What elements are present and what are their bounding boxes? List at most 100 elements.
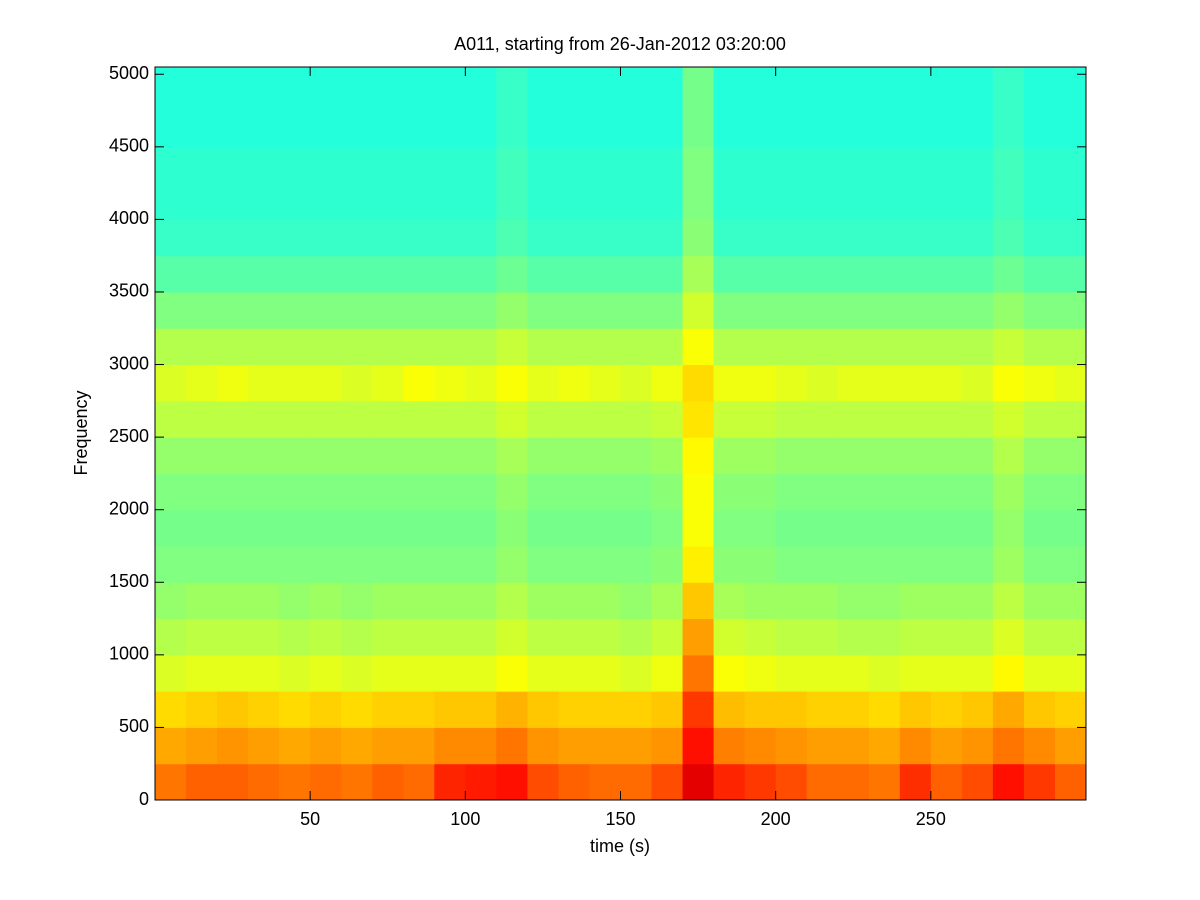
heatmap-cell — [682, 255, 715, 293]
heatmap-cell — [589, 183, 621, 220]
heatmap-cell — [775, 727, 808, 765]
heatmap-cell — [899, 509, 932, 547]
heatmap-cell — [589, 582, 621, 620]
heatmap-cell — [527, 219, 559, 257]
heatmap-cell — [1023, 219, 1056, 257]
heatmap-cell — [155, 727, 187, 765]
heatmap-cell — [992, 67, 1025, 112]
heatmap-cell — [248, 763, 280, 801]
heatmap-cell — [589, 654, 621, 692]
heatmap-cell — [434, 255, 466, 293]
heatmap-cell — [310, 691, 342, 728]
heatmap-cell — [806, 654, 839, 692]
heatmap-cell — [1054, 255, 1087, 293]
heatmap-cell — [465, 255, 497, 293]
heatmap-cell — [434, 763, 466, 801]
heatmap-cell — [155, 110, 187, 148]
heatmap-cell — [558, 437, 590, 474]
heatmap-cell — [930, 67, 963, 112]
heatmap-cell — [434, 691, 466, 728]
heatmap-cell — [806, 509, 839, 547]
heatmap-cell — [899, 473, 932, 511]
heatmap-cell — [806, 400, 839, 438]
heatmap-cell — [682, 328, 715, 366]
heatmap-cell — [279, 364, 311, 402]
heatmap-cell — [775, 473, 808, 511]
heatmap-cell — [279, 400, 311, 438]
heatmap-cell — [651, 400, 684, 438]
heatmap-cell — [310, 291, 342, 329]
heatmap-cell — [1023, 364, 1056, 402]
heatmap-cell — [434, 545, 466, 583]
heatmap-cell — [930, 545, 963, 583]
heatmap-cell — [465, 727, 497, 765]
y-axis-label: Frequency — [71, 390, 91, 475]
heatmap-cell — [341, 291, 373, 329]
heatmap-cell — [186, 146, 218, 184]
heatmap-cell — [434, 183, 466, 220]
heatmap-cell — [992, 328, 1025, 366]
heatmap-cell — [465, 146, 497, 184]
heatmap-cell — [775, 509, 808, 547]
heatmap-cell — [713, 291, 746, 329]
heatmap-cell — [403, 654, 435, 692]
heatmap-cell — [651, 763, 684, 801]
heatmap-cell — [744, 364, 777, 402]
heatmap-cell — [403, 473, 435, 511]
heatmap-cell — [744, 67, 777, 112]
y-tick-label: 500 — [119, 716, 149, 736]
heatmap-cell — [682, 364, 715, 402]
heatmap-cell — [806, 146, 839, 184]
heatmap-cell — [992, 763, 1025, 801]
axes: 0 500 1000 1500 2000 2500 3000 3500 4000 4500 5000… — [109, 63, 1087, 829]
heatmap-cell — [589, 763, 621, 801]
heatmap-cell — [992, 691, 1025, 728]
heatmap-cell — [496, 437, 528, 474]
heatmap-cell — [899, 255, 932, 293]
heatmap-cell — [372, 509, 404, 547]
heatmap-cell — [1054, 727, 1087, 765]
heatmap-cell — [899, 727, 932, 765]
heatmap-cell — [496, 654, 528, 692]
heatmap-cell — [713, 509, 746, 547]
heatmap-cell — [713, 183, 746, 220]
heatmap-cell — [279, 727, 311, 765]
heatmap-cell — [155, 255, 187, 293]
heatmap-cell — [527, 400, 559, 438]
heatmap-cell — [1054, 219, 1087, 257]
heatmap-cell — [837, 545, 870, 583]
heatmap-cell — [527, 763, 559, 801]
heatmap-cell — [713, 727, 746, 765]
y-tick-label: 3500 — [109, 281, 149, 301]
heatmap-cell — [527, 473, 559, 511]
heatmap-cell — [620, 691, 653, 728]
heatmap-cell — [682, 219, 715, 257]
heatmap-cell — [1054, 67, 1087, 112]
heatmap-cell — [589, 364, 621, 402]
heatmap-cell — [682, 291, 715, 329]
heatmap-cell — [806, 545, 839, 583]
heatmap-cell — [775, 110, 808, 148]
heatmap-cell — [868, 654, 901, 692]
heatmap-cell — [310, 763, 342, 801]
heatmap-cell — [465, 437, 497, 474]
heatmap-cell — [713, 473, 746, 511]
heatmap-cell — [155, 763, 187, 801]
heatmap-cell — [186, 328, 218, 366]
heatmap-cell — [310, 437, 342, 474]
heatmap-cell — [558, 328, 590, 366]
heatmap-cell — [403, 727, 435, 765]
heatmap-cell — [806, 691, 839, 728]
heatmap-cell — [961, 400, 994, 438]
y-tick-label: 1500 — [109, 571, 149, 591]
heatmap-cell — [155, 183, 187, 220]
heatmap-cell — [961, 582, 994, 620]
heatmap-cell — [186, 582, 218, 620]
heatmap-cell — [837, 727, 870, 765]
heatmap-cell — [992, 364, 1025, 402]
heatmap-cell — [589, 67, 621, 112]
heatmap-cell — [465, 691, 497, 728]
heatmap-cell — [434, 110, 466, 148]
heatmap-cell — [744, 110, 777, 148]
heatmap-cell — [992, 473, 1025, 511]
